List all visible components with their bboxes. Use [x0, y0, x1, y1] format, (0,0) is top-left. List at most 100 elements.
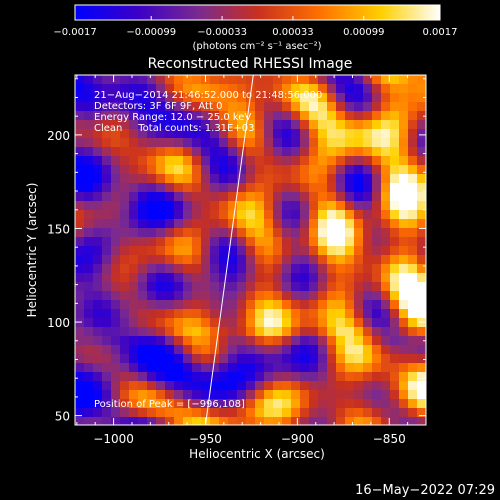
heatmap-cell: [336, 237, 345, 246]
heatmap-cell: [246, 264, 255, 273]
heatmap-cell: [111, 174, 120, 183]
heatmap-cell: [264, 408, 273, 417]
heatmap-cell: [228, 129, 237, 138]
heatmap-cell: [75, 201, 84, 210]
heatmap-cell: [102, 147, 111, 156]
heatmap-cell: [399, 183, 408, 192]
heatmap-cell: [75, 228, 84, 237]
heatmap-cell: [300, 372, 309, 381]
heatmap-cell: [327, 399, 336, 408]
heatmap-cell: [309, 93, 318, 102]
heatmap-cell: [192, 345, 201, 354]
heatmap-cell: [273, 93, 282, 102]
heatmap-cell: [291, 291, 300, 300]
heatmap-cell: [192, 327, 201, 336]
heatmap-cell: [138, 201, 147, 210]
heatmap-cell: [228, 192, 237, 201]
heatmap-cell: [318, 282, 327, 291]
heatmap-cell: [408, 282, 417, 291]
heatmap-cell: [84, 174, 93, 183]
heatmap-cell: [390, 318, 399, 327]
heatmap-cell: [282, 381, 291, 390]
heatmap-cell: [309, 381, 318, 390]
heatmap-cell: [309, 354, 318, 363]
heatmap-cell: [282, 165, 291, 174]
heatmap-cell: [291, 390, 300, 399]
heatmap-cell: [246, 273, 255, 282]
heatmap-cell: [399, 291, 408, 300]
heatmap-cell: [354, 120, 363, 129]
heatmap-cell: [291, 183, 300, 192]
heatmap-cell: [255, 111, 264, 120]
heatmap-cell: [273, 246, 282, 255]
heatmap-cell: [165, 75, 174, 84]
heatmap-cell: [381, 408, 390, 417]
heatmap-cell: [237, 372, 246, 381]
heatmap-cell: [300, 183, 309, 192]
heatmap-cell: [237, 174, 246, 183]
heatmap-cell: [408, 120, 417, 129]
heatmap-cell: [183, 120, 192, 129]
heatmap-cell: [147, 219, 156, 228]
heatmap-cell: [75, 156, 84, 165]
heatmap-cell: [192, 237, 201, 246]
heatmap-cell: [210, 102, 219, 111]
heatmap-cell: [273, 354, 282, 363]
x-tick-label: −850: [373, 432, 406, 446]
heatmap-cell: [192, 129, 201, 138]
heatmap-cell: [354, 174, 363, 183]
heatmap-cell: [129, 183, 138, 192]
heatmap-cell: [201, 201, 210, 210]
heatmap-cell: [381, 255, 390, 264]
heatmap-cell: [336, 201, 345, 210]
heatmap-cell: [219, 210, 228, 219]
heatmap-cell: [336, 273, 345, 282]
heatmap-cell: [399, 408, 408, 417]
heatmap-cell: [300, 129, 309, 138]
heatmap-cell: [246, 75, 255, 84]
heatmap-cell: [291, 255, 300, 264]
heatmap-cell: [111, 318, 120, 327]
heatmap-cell: [390, 246, 399, 255]
heatmap-cell: [138, 282, 147, 291]
heatmap-cell: [138, 237, 147, 246]
heatmap-cell: [165, 282, 174, 291]
heatmap-cell: [399, 165, 408, 174]
heatmap-cell: [399, 417, 408, 425]
heatmap-cell: [363, 120, 372, 129]
heatmap-cell: [273, 174, 282, 183]
heatmap-cell: [399, 174, 408, 183]
heatmap-cell: [129, 165, 138, 174]
heatmap-cell: [138, 372, 147, 381]
heatmap-cell: [417, 309, 426, 318]
heatmap-cell: [147, 120, 156, 129]
heatmap-cell: [165, 309, 174, 318]
heatmap-cell: [93, 327, 102, 336]
heatmap-cell: [120, 336, 129, 345]
heatmap-cell: [147, 345, 156, 354]
heatmap-cell: [111, 264, 120, 273]
heatmap-cell: [354, 93, 363, 102]
heatmap-cell: [120, 408, 129, 417]
heatmap-cell: [129, 363, 138, 372]
heatmap-cell: [345, 327, 354, 336]
heatmap-cell: [102, 345, 111, 354]
heatmap-cell: [165, 129, 174, 138]
heatmap-cell: [102, 363, 111, 372]
heatmap-cell: [291, 372, 300, 381]
heatmap-cell: [129, 102, 138, 111]
heatmap-cell: [264, 147, 273, 156]
heatmap-cell: [93, 174, 102, 183]
heatmap-cell: [183, 165, 192, 174]
heatmap-cell: [75, 129, 84, 138]
heatmap-cell: [237, 102, 246, 111]
heatmap-cell: [75, 84, 84, 93]
heatmap-cell: [156, 174, 165, 183]
heatmap-cell: [336, 354, 345, 363]
heatmap-cell: [210, 174, 219, 183]
heatmap-cell: [318, 174, 327, 183]
chart-title: Reconstructed RHESSI Image: [148, 56, 353, 72]
heatmap-cell: [210, 156, 219, 165]
heatmap-cell: [309, 102, 318, 111]
heatmap-cell: [381, 273, 390, 282]
